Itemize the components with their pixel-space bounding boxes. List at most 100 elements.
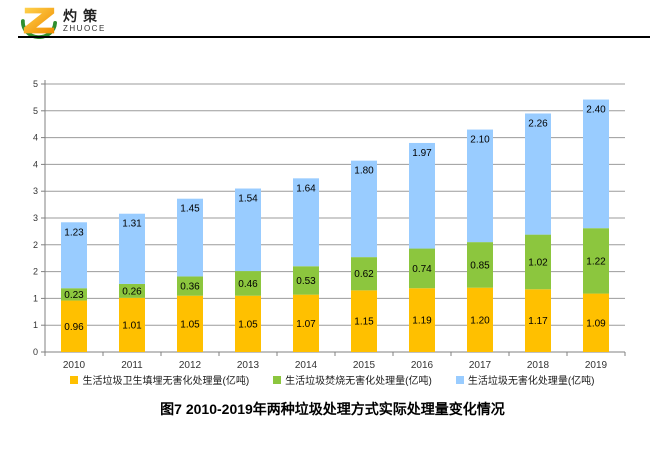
- zhuoce-logo-icon: [20, 7, 57, 39]
- bar-value-label: 1.22: [586, 256, 606, 267]
- y-axis-label: 3: [33, 186, 38, 196]
- bar-value-label: 2.40: [586, 105, 606, 116]
- bar-value-label: 1.80: [354, 166, 374, 177]
- legend-swatch-icon: [455, 375, 464, 384]
- y-axis-label: 1: [33, 320, 38, 330]
- bar-value-label: 1.01: [122, 320, 142, 331]
- x-axis-label: 2015: [353, 360, 376, 370]
- bar-segment: [119, 283, 145, 298]
- logo-name-cn: 灼策: [63, 8, 103, 24]
- bar-segment: [583, 293, 609, 352]
- bar-segment: [61, 288, 87, 301]
- bar-value-label: 0.46: [238, 279, 258, 290]
- y-axis-label: 1: [33, 293, 38, 303]
- bar-segment: [177, 198, 203, 277]
- bar-segment: [351, 160, 377, 258]
- legend-label: 生活垃圾焚烧无害化处理量(亿吨): [285, 376, 432, 387]
- x-axis-label: 2018: [527, 360, 550, 370]
- bar-value-label: 1.17: [528, 316, 548, 327]
- bar-segment: [525, 234, 551, 290]
- legend-item: 生活垃圾卫生填埋无害化处理量(亿吨): [70, 372, 249, 387]
- logo-name-en: ZHUOCE: [63, 24, 106, 33]
- bar-value-label: 1.23: [64, 227, 84, 238]
- y-axis-label: 2: [33, 240, 38, 250]
- bar-segment: [409, 248, 435, 289]
- legend-swatch-icon: [273, 375, 282, 384]
- x-axis-label: 2011: [121, 360, 143, 370]
- bar-value-label: 1.31: [122, 219, 142, 230]
- bar-segment: [235, 295, 261, 352]
- x-axis-label: 2013: [237, 360, 260, 370]
- x-axis-label: 2012: [179, 360, 202, 370]
- y-axis-label: 4: [33, 159, 38, 169]
- bar-value-label: 0.74: [412, 264, 432, 275]
- bar-segment: [583, 228, 609, 294]
- bar-value-label: 0.85: [470, 260, 490, 271]
- bar-value-label: 1.02: [528, 257, 548, 268]
- y-axis-label: 4: [33, 133, 38, 143]
- x-axis-label: 2016: [411, 360, 434, 370]
- bar-segment: [293, 266, 319, 295]
- header-divider: [18, 36, 650, 38]
- bar-value-label: 1.15: [354, 317, 374, 328]
- bar-segment: [235, 188, 261, 272]
- x-axis-label: 2019: [585, 360, 608, 370]
- bar-value-label: 0.23: [64, 290, 84, 301]
- bar-value-label: 1.20: [470, 315, 490, 326]
- legend-swatch-icon: [70, 375, 79, 384]
- bar-segment: [293, 294, 319, 352]
- legend-label: 生活垃圾无害化处理量(亿吨): [467, 376, 595, 387]
- bar-value-label: 1.05: [238, 319, 258, 330]
- logo: 灼策 ZHUOCE: [20, 3, 106, 39]
- stacked-bar-chart: 0 1 1 2 2 3 3 4 4 5 5 0.96 0.23 1.23 2010 1.01 0.26 1.31 2…: [0, 70, 665, 371]
- bar-value-label: 1.19: [412, 316, 432, 327]
- bar-segment: [467, 242, 493, 288]
- bar-value-label: 1.97: [412, 148, 432, 159]
- bar-value-label: 1.09: [586, 318, 606, 329]
- x-axis-label: 2014: [295, 360, 318, 370]
- y-axis-label: 0: [33, 347, 38, 357]
- bar-segment: [119, 297, 145, 352]
- bar-value-label: 1.54: [238, 194, 258, 205]
- bar-value-label: 1.64: [296, 183, 316, 194]
- chart-legend: 生活垃圾卫生填埋无害化处理量(亿吨) 生活垃圾焚烧无害化处理量(亿吨) 生活垃圾无害…: [0, 372, 665, 387]
- figure-title: 图7 2010-2019年两种垃圾处理方式实际处理量变化情况: [160, 401, 505, 417]
- bar-segment: [293, 178, 319, 267]
- bar-value-label: 0.96: [64, 322, 84, 333]
- chart-canvas: 0 1 1 2 2 3 3 4 4 5 5 0.96 0.23 1.23 2010 1.01 0.26 1.31 2…: [33, 79, 626, 371]
- x-axis-label: 2010: [63, 360, 86, 370]
- bar-segment: [583, 99, 609, 229]
- legend-item: 生活垃圾无害化处理量(亿吨): [455, 372, 595, 387]
- y-axis-label: 5: [33, 106, 38, 116]
- bar-segment: [235, 271, 261, 296]
- bar-value-label: 0.62: [354, 269, 374, 280]
- y-axis-label: 5: [33, 79, 38, 89]
- bar-value-label: 0.53: [296, 276, 316, 287]
- bar-value-label: 0.36: [180, 282, 200, 293]
- bar-segment: [467, 129, 493, 243]
- y-axis-label: 3: [33, 213, 38, 223]
- bar-segment: [409, 288, 435, 352]
- bar-segment: [467, 287, 493, 352]
- bar-value-label: 1.45: [180, 204, 200, 215]
- bar-segment: [119, 213, 145, 284]
- bar-value-label: 1.07: [296, 319, 316, 330]
- legend-label: 生活垃圾卫生填埋无害化处理量(亿吨): [82, 376, 250, 387]
- bar-segment: [351, 290, 377, 352]
- bar-segment: [351, 257, 377, 291]
- bar-segment: [409, 142, 435, 249]
- legend-item: 生活垃圾焚烧无害化处理量(亿吨): [273, 372, 432, 387]
- logo-text: 灼策 ZHUOCE: [63, 8, 106, 34]
- bar-segment: [177, 276, 203, 296]
- bar-value-label: 2.10: [470, 135, 490, 146]
- bar-value-label: 0.26: [122, 286, 142, 297]
- x-axis-label: 2017: [469, 360, 492, 370]
- bar-segment: [61, 300, 87, 352]
- bar-value-label: 1.05: [180, 319, 200, 330]
- bar-segment: [525, 289, 551, 352]
- bar-segment: [525, 113, 551, 235]
- bar-segment: [61, 222, 87, 289]
- y-axis-label: 2: [33, 267, 38, 277]
- bar-value-label: 2.26: [528, 118, 548, 129]
